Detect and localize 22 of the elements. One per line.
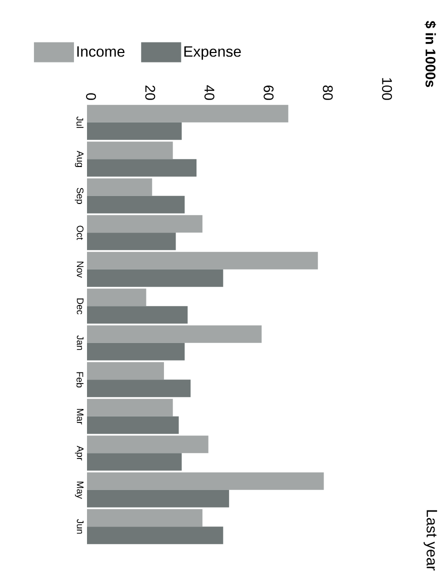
y-tick-label: Jan (76, 335, 84, 350)
y-tick-label: Jun (76, 519, 84, 534)
y-tick-label: Feb (76, 372, 84, 388)
x-tick-label: 100 (382, 78, 392, 100)
y-tick-label: Nov (76, 262, 84, 278)
x-tick-label: 60 (264, 86, 274, 100)
y-tick-label: Oct (76, 226, 84, 240)
x-tick-label: 40 (204, 85, 214, 100)
legend-label: Expense (184, 46, 241, 60)
x-tick-label: 80 (322, 86, 333, 100)
y-tick-label: Aug (74, 150, 84, 167)
y-tick-label: Apr (74, 446, 84, 460)
y-tick-label: Mar (76, 408, 84, 424)
x-tick-label: 20 (145, 86, 156, 100)
y-tick-label: Sep (74, 188, 84, 204)
text: Last year (424, 510, 438, 570)
legend-label: Income (77, 46, 124, 57)
x-tick-label: 0 (86, 93, 96, 100)
y-tick-label: Dec (76, 298, 84, 314)
text: $ in 1000s (424, 20, 436, 88)
y-tick-label: Jul (76, 116, 84, 128)
y-tick-label: May (74, 482, 84, 499)
